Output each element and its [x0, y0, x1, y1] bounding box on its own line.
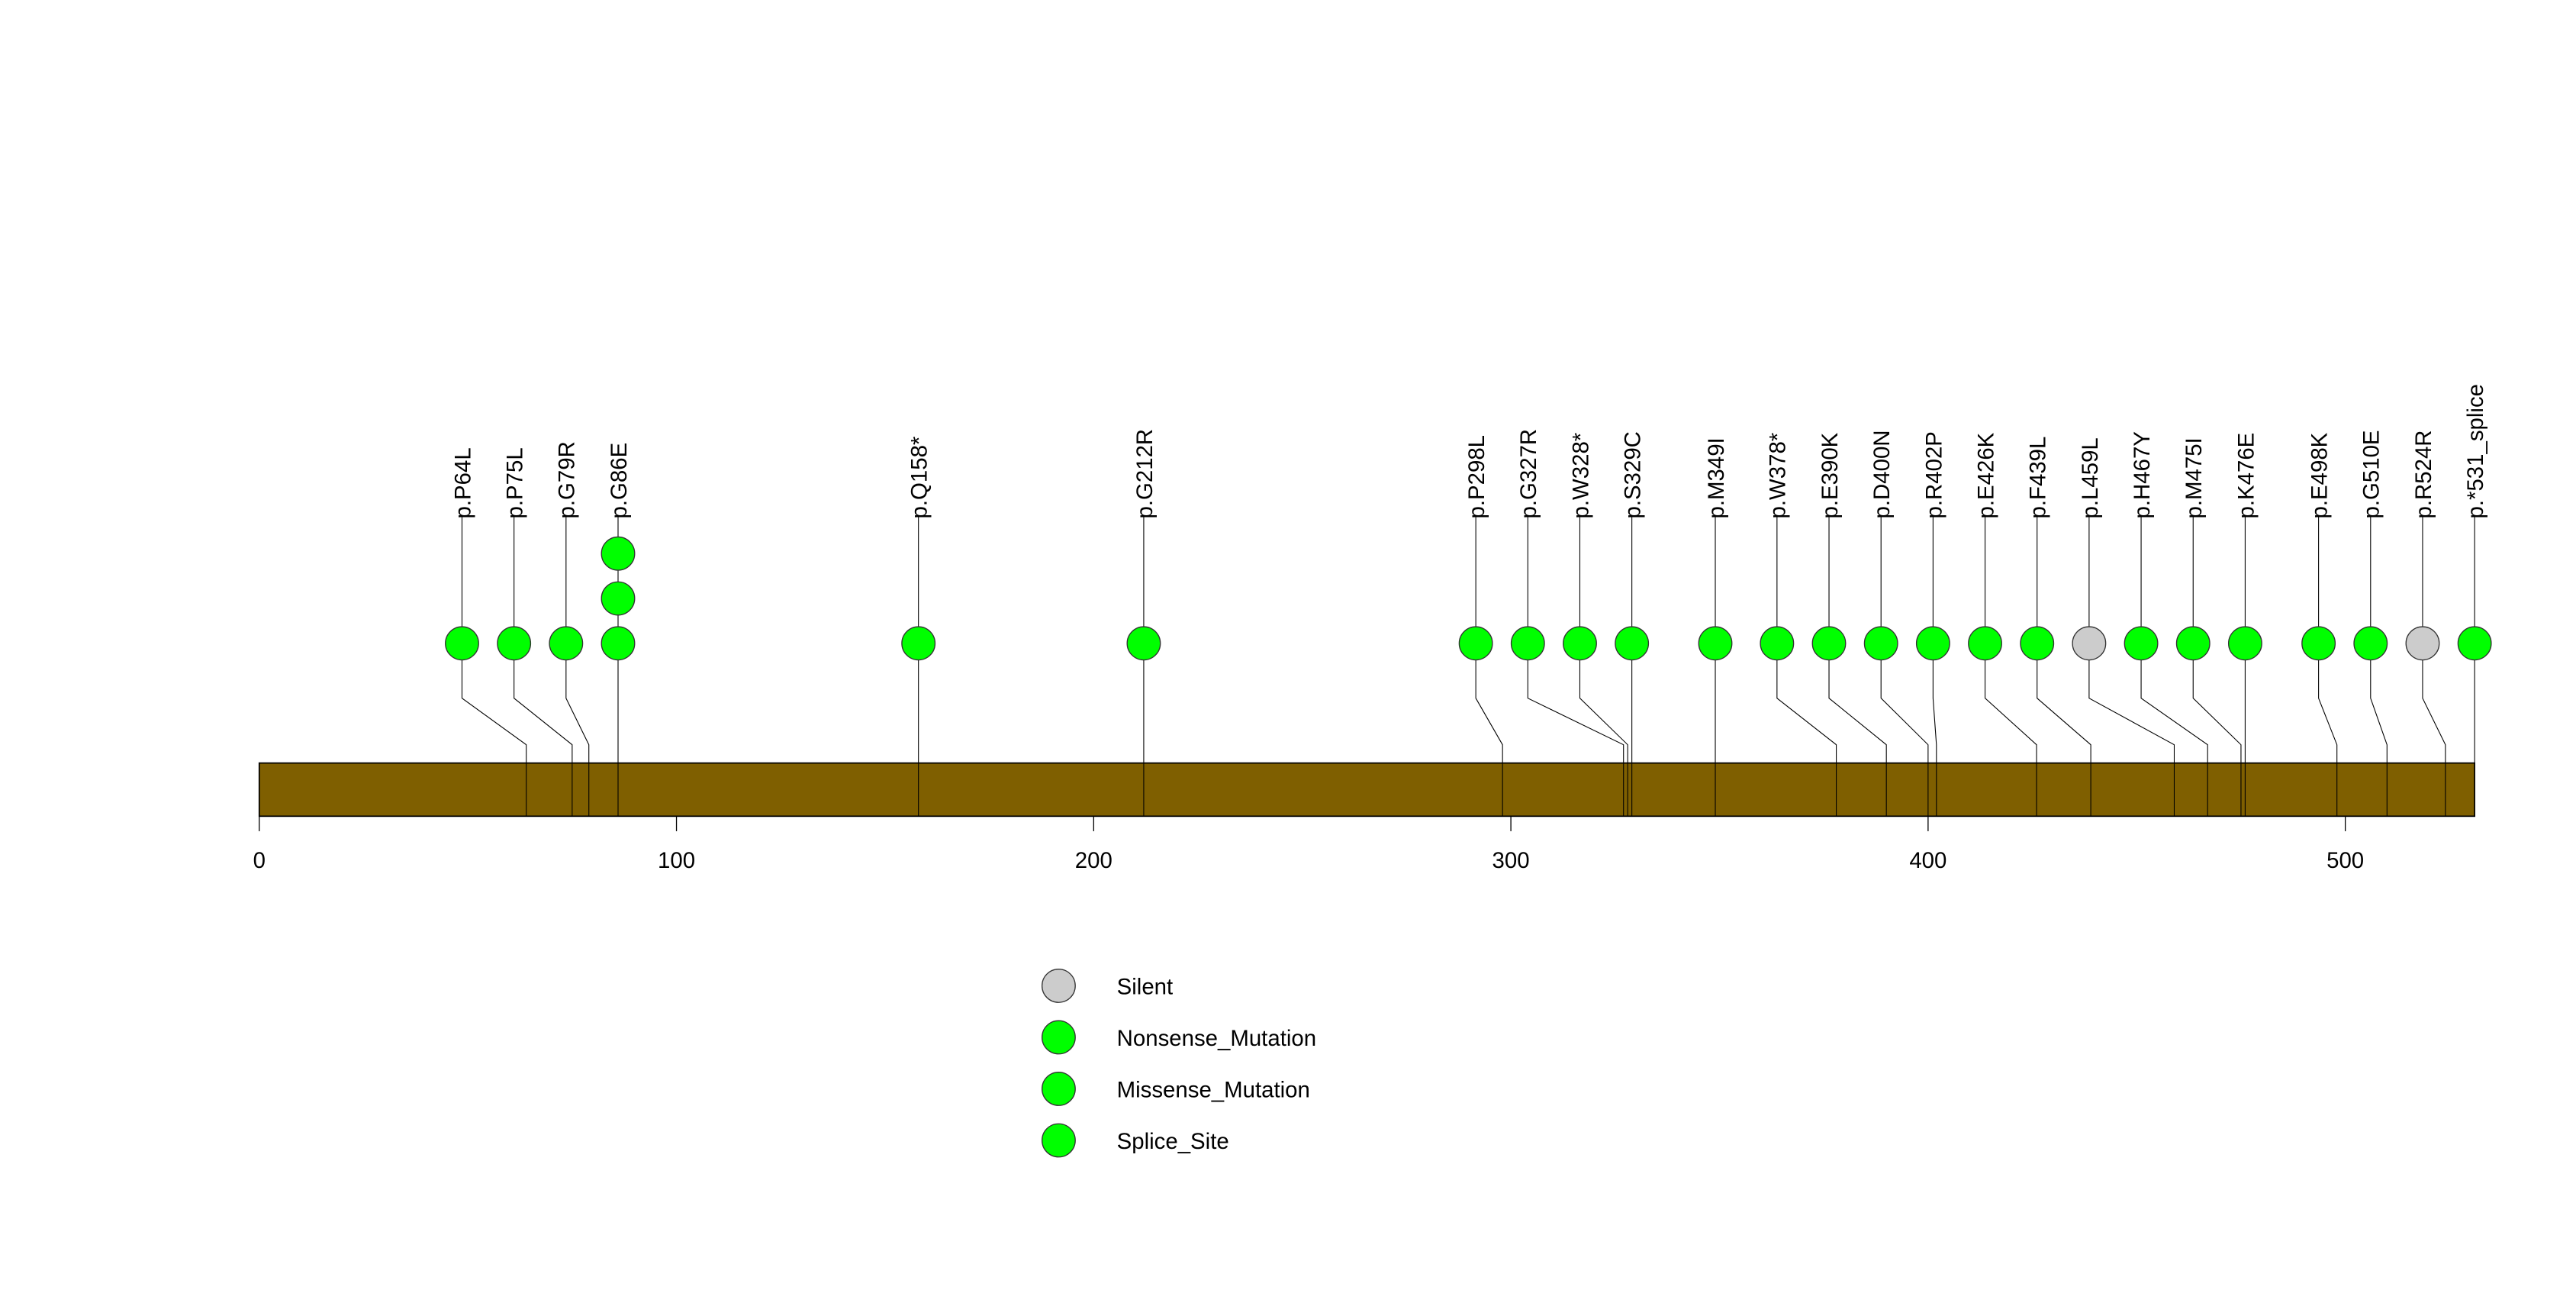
mutation-head: [1458, 626, 1493, 661]
stem-line: [2370, 517, 2388, 763]
mutation-head: [2124, 626, 2159, 661]
mutation-label: p.R524R: [2411, 430, 2436, 518]
mutation-head: [549, 626, 584, 661]
mutation-label: p.G212R: [1132, 429, 1158, 519]
protein-bar: [258, 762, 2476, 818]
mutation-head: [1811, 626, 1847, 661]
mutation-label: p.R402P: [1921, 431, 1946, 518]
mutation-label: p.W378*: [1766, 433, 1791, 519]
mutation-head: [1915, 626, 1950, 661]
mutation-head: [2227, 626, 2262, 661]
mutation-head: [2353, 626, 2388, 661]
mutation-label: p.L459L: [2078, 437, 2103, 518]
stems-layer: [461, 517, 2475, 763]
mutation-head: [1863, 626, 1898, 661]
stem-line: [2192, 517, 2242, 763]
stem-line: [1776, 517, 1837, 763]
mutation-head: [901, 626, 936, 661]
mutation-label: p.K476E: [2233, 433, 2259, 519]
mutation-label: p.E390K: [1818, 432, 1843, 518]
mutation-label: p.P298L: [1464, 435, 1489, 518]
labels-layer: p.P64L p.P75L p.G79R p.G86E p.Q158* p.G212R p.…: [450, 384, 2488, 518]
mutation-label: p.*531_splice: [2463, 384, 2488, 518]
axis-tick-label: 500: [2326, 848, 2364, 873]
axis-tick-label: 300: [1492, 848, 1530, 873]
mutation-label: p.M349I: [1704, 437, 1729, 518]
mutation-label: p.E498K: [2307, 432, 2333, 518]
mutation-label: p.G79R: [555, 441, 580, 518]
stem-line: [2318, 517, 2338, 763]
legend-swatch: [1041, 1072, 1076, 1106]
mutation-head: [445, 626, 479, 661]
legend-swatch: [1041, 1020, 1076, 1055]
mutation-label: p.D400N: [1869, 430, 1895, 518]
mutation-head: [1760, 626, 1795, 661]
stem-line: [2140, 517, 2208, 763]
mutation-head: [601, 536, 636, 571]
mutation-label: p.G510E: [2359, 430, 2384, 518]
mutation-head: [1510, 626, 1545, 661]
stem-line: [1880, 517, 1929, 763]
mutation-label: p.W328*: [1568, 433, 1593, 519]
mutation-head: [2405, 626, 2440, 661]
legend-label: Missense_Mutation: [1117, 1077, 1310, 1102]
stem-line: [514, 517, 573, 763]
mutation-label: p.E426K: [1973, 432, 1998, 518]
mutation-head: [1968, 626, 2002, 661]
axis-tick-label: 100: [658, 848, 695, 873]
legend-swatch: [1041, 969, 1076, 1003]
stem-line: [1527, 517, 1624, 763]
legend: Silent Nonsense_Mutation Missense_Mutation…: [1041, 969, 1316, 1158]
mutation-head: [601, 626, 636, 661]
x-axis: 0 100 200 300 400 500: [253, 815, 2364, 873]
legend-swatch: [1041, 1123, 1076, 1158]
bar-marks-layer: [526, 763, 2475, 817]
mutation-head: [1563, 626, 1597, 661]
mutation-head: [2457, 626, 2492, 661]
mutation-label: p.G86E: [607, 443, 632, 519]
stem-line: [1932, 517, 1937, 763]
mutation-head: [601, 581, 636, 616]
mutation-head: [2072, 626, 2107, 661]
mutation-head: [1615, 626, 1650, 661]
axis-tick-label: 200: [1075, 848, 1113, 873]
mutation-label: p.Q158*: [907, 437, 932, 519]
mutation-label: p.M475I: [2182, 437, 2207, 518]
stem-line: [1985, 517, 2037, 763]
mutation-label: p.F439L: [2026, 437, 2051, 519]
stem-line: [565, 517, 590, 763]
stem-line: [2037, 517, 2091, 763]
stem-line: [2422, 517, 2446, 763]
heads-layer: [445, 536, 2492, 661]
mutation-label: p.H467Y: [2130, 431, 2155, 518]
mutation-head: [2020, 626, 2055, 661]
stem-line: [1579, 517, 1628, 763]
axis-tick-label: 400: [1909, 848, 1946, 873]
stem-line: [1828, 517, 1887, 763]
legend-label: Nonsense_Mutation: [1117, 1026, 1316, 1051]
stem-line: [1475, 517, 1503, 763]
mutation-head: [2301, 626, 2336, 661]
stem-line: [2088, 517, 2175, 763]
mutation-head: [1126, 626, 1161, 661]
legend-label: Silent: [1117, 974, 1174, 999]
mutation-head: [1698, 626, 1733, 661]
mutation-label: p.P64L: [450, 447, 475, 518]
mutation-label: p.G327R: [1516, 429, 1541, 519]
mutation-label: p.S329C: [1621, 431, 1646, 518]
mutation-head: [497, 626, 532, 661]
axis-tick-label: 0: [253, 848, 266, 873]
legend-label: Splice_Site: [1117, 1129, 1229, 1154]
stem-line: [461, 517, 527, 763]
mutation-head: [2175, 626, 2211, 661]
mutation-label: p.P75L: [503, 447, 528, 518]
